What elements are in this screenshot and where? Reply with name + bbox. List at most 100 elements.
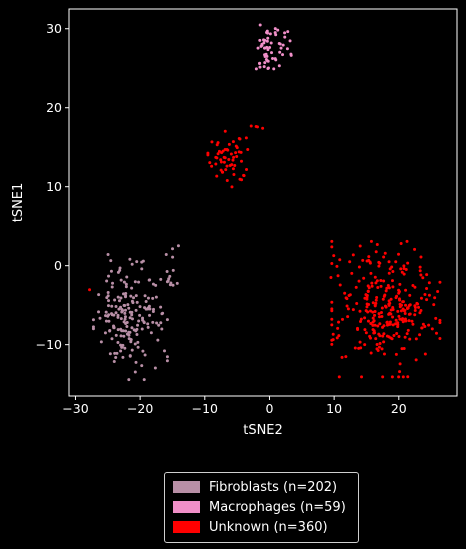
data-point-series-0 bbox=[144, 299, 148, 303]
data-point-series-0 bbox=[118, 266, 122, 270]
data-point-series-0 bbox=[108, 352, 112, 356]
legend-item-macrophages: Macrophages (n=59) bbox=[173, 497, 350, 517]
data-point-series-0 bbox=[103, 331, 107, 335]
data-point-series-2 bbox=[391, 270, 395, 274]
data-point-series-0 bbox=[124, 285, 128, 289]
data-point-series-2 bbox=[375, 279, 379, 283]
data-point-series-2 bbox=[373, 323, 377, 327]
data-point-series-2 bbox=[361, 258, 365, 262]
data-point-series-2 bbox=[438, 280, 442, 284]
data-point-series-2 bbox=[394, 318, 398, 322]
data-point-series-2 bbox=[376, 324, 380, 328]
data-point-series-2 bbox=[374, 298, 378, 302]
data-point-series-2 bbox=[397, 335, 401, 338]
data-point-series-0 bbox=[156, 338, 160, 342]
data-point-series-0 bbox=[146, 296, 150, 300]
data-point-series-0 bbox=[124, 282, 128, 286]
data-point-series-0 bbox=[110, 312, 114, 316]
data-point-series-0 bbox=[130, 286, 134, 290]
data-point-series-1 bbox=[273, 31, 277, 35]
data-point-series-1 bbox=[263, 61, 267, 65]
data-point-series-0 bbox=[144, 307, 148, 311]
data-point-series-2 bbox=[364, 309, 368, 313]
data-point-series-0 bbox=[120, 307, 124, 311]
data-point-series-1 bbox=[276, 28, 280, 32]
data-point-series-1 bbox=[256, 46, 260, 50]
data-point-series-2 bbox=[362, 276, 366, 280]
data-point-series-0 bbox=[159, 277, 163, 281]
data-point-series-2 bbox=[351, 253, 355, 257]
data-point-series-0 bbox=[114, 305, 118, 309]
x-axis-ticks: −30 −20 −10 0 10 20 bbox=[62, 396, 407, 416]
data-point-series-2 bbox=[370, 284, 374, 288]
data-point-series-2 bbox=[401, 307, 405, 311]
data-point-series-0 bbox=[160, 327, 164, 331]
data-point-series-1 bbox=[288, 39, 292, 43]
data-point-series-2 bbox=[382, 279, 386, 283]
data-point-series-2 bbox=[406, 261, 410, 265]
data-point-series-2 bbox=[398, 282, 402, 286]
data-point-series-2 bbox=[386, 284, 390, 288]
data-point-series-2 bbox=[330, 307, 334, 311]
data-point-series-2 bbox=[232, 155, 236, 159]
data-point-series-2 bbox=[390, 279, 394, 283]
data-point-series-2 bbox=[216, 152, 220, 156]
data-point-series-0 bbox=[127, 306, 131, 310]
data-point-series-2 bbox=[372, 319, 376, 323]
data-point-series-0 bbox=[146, 322, 150, 326]
data-point-series-2 bbox=[394, 260, 398, 264]
data-point-series-0 bbox=[130, 313, 134, 317]
data-point-series-2 bbox=[337, 320, 341, 324]
data-point-series-2 bbox=[223, 148, 227, 152]
data-point-series-2 bbox=[406, 328, 410, 332]
data-point-series-2 bbox=[368, 260, 372, 264]
data-point-series-0 bbox=[121, 355, 125, 359]
data-point-series-2 bbox=[375, 295, 379, 299]
data-point-series-0 bbox=[119, 278, 123, 282]
data-point-series-2 bbox=[238, 177, 242, 181]
data-point-series-0 bbox=[153, 366, 157, 370]
data-point-series-0 bbox=[119, 296, 123, 300]
data-point-series-0 bbox=[116, 328, 120, 332]
data-point-series-2 bbox=[392, 334, 396, 337]
data-point-series-0 bbox=[130, 317, 134, 321]
data-point-series-2 bbox=[411, 322, 415, 326]
data-point-series-2 bbox=[360, 375, 364, 379]
data-point-series-2 bbox=[373, 313, 377, 317]
data-point-series-0 bbox=[105, 279, 109, 283]
data-point-series-2 bbox=[380, 315, 384, 319]
data-point-series-2 bbox=[330, 245, 334, 249]
data-point-series-1 bbox=[268, 45, 272, 49]
data-point-series-0 bbox=[134, 294, 138, 298]
data-point-series-1 bbox=[263, 46, 266, 50]
scatter-points bbox=[88, 23, 442, 382]
data-point-series-2 bbox=[389, 297, 393, 301]
data-point-series-0 bbox=[128, 257, 132, 261]
data-point-series-0 bbox=[125, 275, 129, 279]
data-point-series-2 bbox=[425, 287, 429, 291]
data-point-series-2 bbox=[415, 301, 419, 305]
data-point-series-0 bbox=[137, 280, 141, 284]
data-point-series-2 bbox=[371, 328, 375, 332]
data-point-series-2 bbox=[359, 317, 363, 321]
data-point-series-2 bbox=[382, 352, 386, 356]
data-point-series-2 bbox=[382, 255, 386, 259]
data-point-series-2 bbox=[419, 255, 423, 259]
data-point-series-2 bbox=[400, 270, 404, 274]
x-tick-label: 20 bbox=[391, 401, 407, 416]
data-point-series-2 bbox=[400, 303, 404, 307]
data-point-series-0 bbox=[121, 343, 125, 347]
data-point-series-2 bbox=[418, 311, 422, 315]
data-point-series-2 bbox=[376, 286, 380, 289]
data-point-series-1 bbox=[268, 32, 272, 36]
legend-label-fibroblasts: Fibroblasts (n=202) bbox=[209, 479, 338, 495]
data-point-series-2 bbox=[231, 140, 235, 144]
data-point-series-2 bbox=[402, 346, 406, 350]
data-point-series-2 bbox=[411, 283, 415, 287]
data-point-series-2 bbox=[234, 151, 238, 155]
data-point-series-0 bbox=[137, 319, 141, 323]
data-point-series-0 bbox=[97, 310, 101, 314]
data-point-series-0 bbox=[110, 285, 114, 289]
data-point-series-0 bbox=[148, 313, 152, 317]
